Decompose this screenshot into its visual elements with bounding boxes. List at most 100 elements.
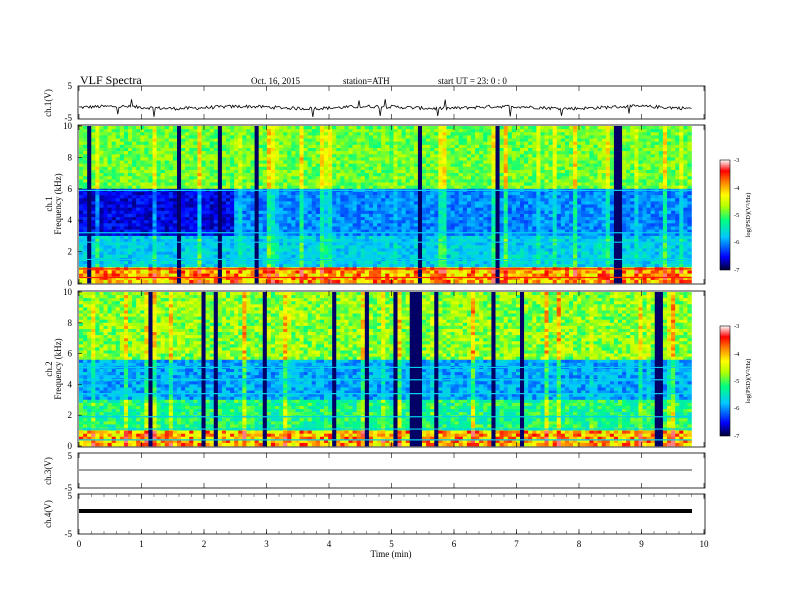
- spectrogram-cell: [242, 201, 247, 205]
- spectrogram-cell: [679, 185, 684, 190]
- spectrogram-cell: [601, 182, 607, 186]
- spectrogram-cell: [328, 135, 333, 139]
- spectrogram-cell: [564, 176, 570, 180]
- spectrogram-cell: [115, 138, 121, 142]
- spectrogram-cell: [193, 226, 198, 230]
- spectrogram-cell: [295, 220, 300, 224]
- spectrogram-cell: [99, 226, 104, 230]
- spectrogram-cell: [381, 166, 386, 171]
- spectrogram-cell: [642, 217, 647, 221]
- spectrogram-cell: [111, 204, 117, 208]
- spectrogram-cell: [319, 169, 325, 174]
- spectrogram-cell: [213, 204, 219, 208]
- spectrogram-cell: [634, 151, 639, 155]
- spectrogram-cell: [226, 220, 231, 224]
- spectrogram-cell: [671, 210, 676, 215]
- spectrogram-cell: [462, 166, 468, 171]
- spectrogram-cell: [364, 151, 370, 155]
- spectrogram-cell: [658, 217, 664, 221]
- spectrogram-cell: [642, 126, 647, 130]
- spectrogram-cell: [291, 223, 296, 227]
- spectrogram-cell: [377, 141, 382, 146]
- spectrogram-cell: [311, 157, 317, 161]
- spectrogram-cell: [471, 195, 476, 199]
- spectrogram-cell: [528, 166, 533, 171]
- spectrogram-cell: [683, 223, 688, 227]
- spectrogram-cell: [144, 176, 149, 180]
- spectrogram-cell: [556, 195, 562, 199]
- spectrogram-cell: [221, 176, 227, 180]
- spectrogram-cell: [622, 173, 627, 177]
- spectrogram-cell: [462, 147, 468, 152]
- spectrogram-cell: [270, 141, 276, 146]
- spectrogram-cell: [515, 163, 521, 168]
- spectrogram-cell: [650, 144, 656, 149]
- spectrogram-cell: [156, 195, 161, 199]
- spectrogram-cell: [373, 195, 378, 199]
- spectrogram-cell: [687, 207, 692, 212]
- spectrogram-cell: [434, 144, 439, 149]
- spectrogram-cell: [687, 157, 692, 161]
- spectrogram-cell: [148, 179, 153, 183]
- spectrogram-cell: [128, 126, 133, 130]
- spectrogram-cell: [597, 226, 602, 230]
- spectrogram-cell: [393, 173, 398, 177]
- spectrogram-cell: [217, 163, 223, 168]
- spectrogram-cell: [299, 213, 304, 218]
- spectrogram-cell: [91, 169, 96, 174]
- spectrogram-cell: [613, 135, 619, 139]
- spectrogram-cell: [585, 132, 590, 136]
- spectrogram-cell: [270, 129, 276, 133]
- spectrogram-cell: [144, 191, 149, 196]
- spectrogram-cell: [91, 220, 96, 224]
- spectrogram-cell: [250, 182, 255, 186]
- spectrogram-cell: [279, 129, 284, 133]
- spectrogram-cell: [185, 223, 190, 227]
- spectrogram-cell: [479, 169, 484, 174]
- spectrogram-cell: [303, 129, 308, 133]
- spectrogram-cell: [103, 201, 108, 205]
- spectrogram-cell: [422, 223, 427, 227]
- spectrogram-cell: [642, 166, 647, 171]
- spectrogram-cell: [671, 226, 676, 230]
- spectrogram-cell: [442, 169, 447, 174]
- spectrogram-cell: [479, 176, 484, 180]
- spectrogram-cell: [340, 182, 345, 186]
- spectrogram-cell: [520, 154, 525, 158]
- spectrogram-cell: [172, 129, 178, 133]
- spectrogram-cell: [446, 147, 451, 152]
- spectrogram-cell: [132, 223, 137, 227]
- spectrogram-cell: [373, 163, 378, 168]
- spectrogram-cell: [377, 191, 382, 196]
- spectrogram-cell: [577, 147, 582, 152]
- spectrogram-cell: [446, 157, 451, 161]
- spectrogram-cell: [679, 129, 684, 133]
- spectrogram-cell: [319, 223, 325, 227]
- spectrogram-cell: [430, 198, 435, 202]
- spectrogram-cell: [560, 154, 566, 158]
- spectrogram-cell: [144, 157, 149, 161]
- spectrogram-cell: [434, 191, 439, 196]
- spectrogram-cell: [283, 223, 288, 227]
- spectrogram-cell: [475, 226, 480, 230]
- spectrogram-cell: [458, 151, 464, 155]
- spectrogram-cell: [107, 129, 112, 133]
- spectrogram-cell: [466, 179, 472, 183]
- spectrogram-cell: [287, 210, 292, 215]
- spectrogram-cell: [564, 173, 570, 177]
- spectrogram-cell: [475, 179, 480, 183]
- spectrogram-cell: [303, 135, 308, 139]
- spectrogram-cell: [107, 126, 112, 130]
- spectrogram-cell: [266, 207, 272, 212]
- spectrogram-cell: [683, 151, 688, 155]
- spectrogram-cell: [356, 176, 362, 180]
- spectrogram-cell: [250, 226, 255, 230]
- spectrogram-cell: [413, 217, 419, 221]
- spectrogram-cell: [283, 182, 288, 186]
- spectrogram-cell: [185, 213, 190, 218]
- spectrogram-cell: [87, 147, 92, 152]
- spectrogram-cell: [585, 204, 590, 208]
- spectrogram-cell: [364, 213, 370, 218]
- spectrogram-cell: [266, 138, 272, 142]
- spectrogram-cell: [189, 157, 194, 161]
